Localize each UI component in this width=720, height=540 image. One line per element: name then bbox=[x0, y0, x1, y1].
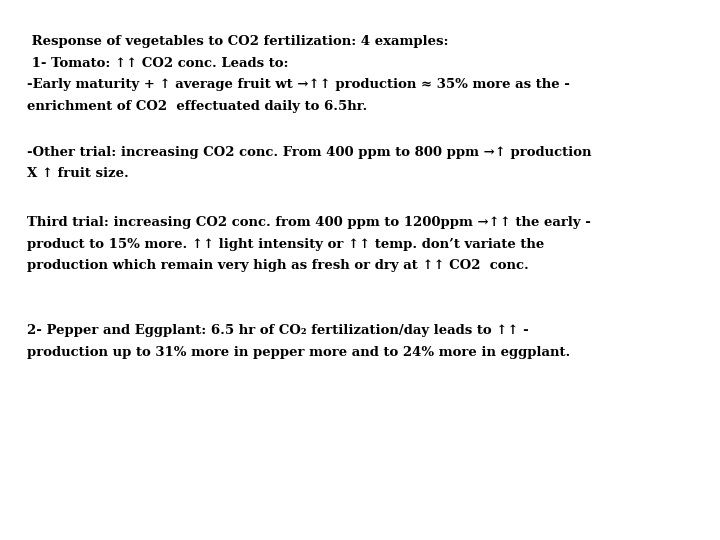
Text: 2- Pepper and Eggplant: 6.5 hr of CO₂ fertilization/day leads to ↑↑ -: 2- Pepper and Eggplant: 6.5 hr of CO₂ fe… bbox=[27, 324, 529, 337]
Text: enrichment of CO2  effectuated daily to 6.5hr.: enrichment of CO2 effectuated daily to 6… bbox=[27, 100, 368, 113]
Text: X ↑ fruit size.: X ↑ fruit size. bbox=[27, 167, 129, 180]
Text: -Other trial: increasing CO2 conc. From 400 ppm to 800 ppm →↑ production: -Other trial: increasing CO2 conc. From … bbox=[27, 146, 592, 159]
Text: Response of vegetables to CO2 fertilization: 4 examples:: Response of vegetables to CO2 fertilizat… bbox=[27, 35, 449, 48]
Text: -Early maturity + ↑ average fruit wt →↑↑ production ≈ 35% more as the -: -Early maturity + ↑ average fruit wt →↑↑… bbox=[27, 78, 570, 91]
Text: 1- Tomato: ↑↑ CO2 conc. Leads to:: 1- Tomato: ↑↑ CO2 conc. Leads to: bbox=[27, 57, 289, 70]
Text: Third trial: increasing CO2 conc. from 400 ppm to 1200ppm →↑↑ the early -: Third trial: increasing CO2 conc. from 4… bbox=[27, 216, 591, 229]
Text: production which remain very high as fresh or dry at ↑↑ CO2  conc.: production which remain very high as fre… bbox=[27, 259, 529, 272]
Text: product to 15% more. ↑↑ light intensity or ↑↑ temp. don’t variate the: product to 15% more. ↑↑ light intensity … bbox=[27, 238, 544, 251]
Text: production up to 31% more in pepper more and to 24% more in eggplant.: production up to 31% more in pepper more… bbox=[27, 346, 571, 359]
